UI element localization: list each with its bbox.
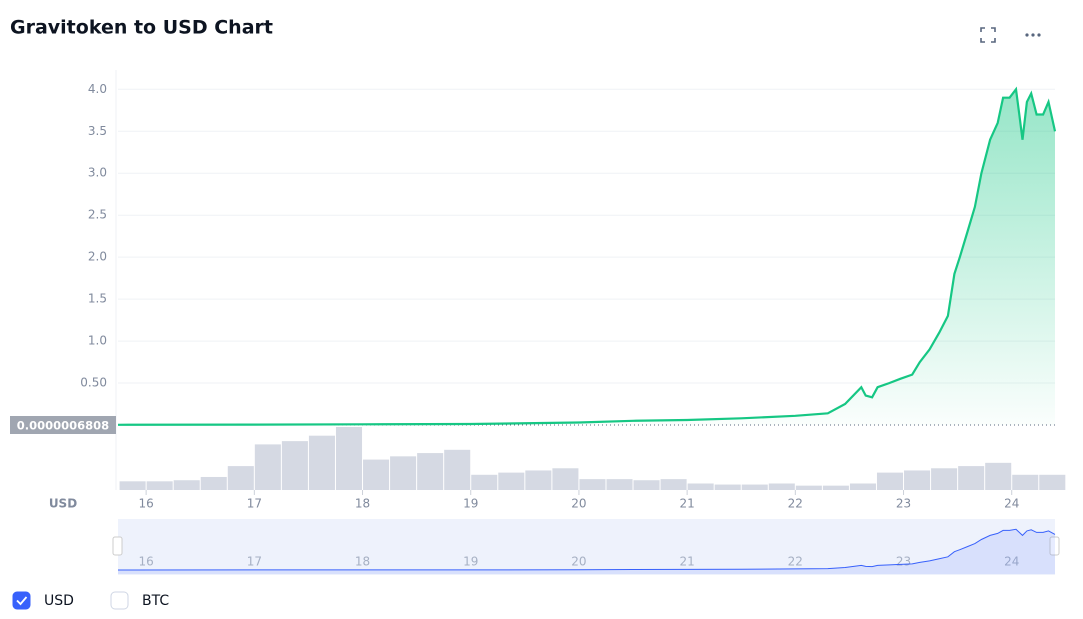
navigator[interactable] — [118, 519, 1055, 575]
volume-bar — [795, 485, 822, 490]
volume-bar — [714, 484, 741, 490]
y-tick-label: 4.0 — [88, 82, 107, 96]
volume-bar — [146, 481, 173, 490]
navigator-tick-label: 16 — [138, 555, 153, 569]
price-tag — [10, 415, 116, 434]
volume-bar — [498, 472, 525, 490]
volume-bar — [904, 470, 931, 490]
navigator-area — [118, 529, 1055, 574]
volume-bar — [390, 456, 417, 490]
x-tick-label: 19 — [463, 497, 478, 511]
volume-bar — [985, 462, 1012, 490]
x-tick-label: 24 — [1004, 497, 1019, 511]
x-tick-label: 21 — [679, 497, 694, 511]
navigator-line — [117, 528, 1056, 571]
y-tick-label: 3.5 — [88, 124, 107, 138]
area — [118, 89, 1055, 426]
volume-bar — [119, 481, 146, 490]
volume-bar — [768, 483, 795, 490]
x-tick-label: 23 — [896, 497, 911, 511]
navigator-tick-label: 21 — [679, 555, 694, 569]
volume-bar — [471, 474, 498, 490]
volume-bar — [822, 485, 849, 490]
navigator-tick-label: 17 — [247, 555, 262, 569]
volume-bar — [660, 479, 687, 490]
y-tick-label: 3.0 — [88, 166, 107, 180]
legend: USD BTC — [12, 591, 169, 610]
x-tick-label: 17 — [247, 497, 262, 511]
volume-bar — [958, 466, 985, 490]
volume-bar — [876, 472, 904, 490]
volume-bar — [1012, 474, 1039, 490]
navigator-handle[interactable] — [1049, 536, 1060, 556]
legend-label: BTC — [142, 593, 169, 609]
fullscreen-icon[interactable] — [980, 27, 996, 43]
volume-bar — [200, 476, 227, 490]
navigator-handle[interactable] — [112, 536, 123, 556]
volume-bar — [335, 427, 363, 490]
volume-bar — [633, 480, 660, 490]
navigator-tick-label: 20 — [571, 555, 586, 569]
x-tick-label: 22 — [788, 497, 803, 511]
chart-title: Gravitoken to USD Chart — [10, 17, 273, 39]
y-tick-label: 0.50 — [80, 376, 107, 390]
navigator-tick-label: 18 — [355, 555, 370, 569]
volume-bar — [606, 479, 633, 490]
navigator-tick-label: 23 — [896, 555, 911, 569]
navigator-tick-label: 22 — [788, 555, 803, 569]
x-tick-label: 16 — [138, 497, 153, 511]
volume-bar — [525, 470, 552, 490]
y-tick-label: 2.5 — [88, 208, 107, 222]
y-tick-label: 1.5 — [88, 292, 107, 306]
volume-bar — [173, 480, 200, 490]
price-tag-label: 0.0000006808 — [17, 418, 109, 432]
x-tick-label: 18 — [355, 497, 370, 511]
legend-checkbox[interactable] — [12, 591, 31, 610]
volume-bar — [363, 459, 390, 490]
volume-bar — [931, 468, 958, 490]
volume-bar — [281, 441, 308, 490]
legend-label: USD — [44, 593, 74, 609]
volume-bar — [417, 453, 444, 490]
volume-bar — [227, 466, 254, 490]
volume-bar — [741, 484, 768, 490]
y-tick-label: 2.0 — [88, 250, 107, 264]
volume-bar — [552, 468, 579, 490]
price-line — [117, 86, 1057, 426]
volume-bar — [687, 483, 714, 490]
volume-bar — [444, 449, 471, 490]
x-tick-label: 20 — [571, 497, 586, 511]
legend-checkbox[interactable] — [110, 591, 129, 610]
volume-bar — [308, 435, 335, 490]
y-tick-label: 1.0 — [88, 334, 107, 348]
navigator-tick-label: 19 — [463, 555, 478, 569]
volume-bar — [1039, 474, 1066, 490]
more-icon[interactable] — [1025, 33, 1041, 37]
volume-bar — [849, 483, 876, 490]
checkmark — [16, 596, 28, 606]
navigator-tick-label: 24 — [1004, 555, 1019, 569]
volume-bar — [254, 444, 281, 490]
volume-bar — [579, 479, 606, 490]
y-axis-label: USD — [49, 497, 77, 511]
